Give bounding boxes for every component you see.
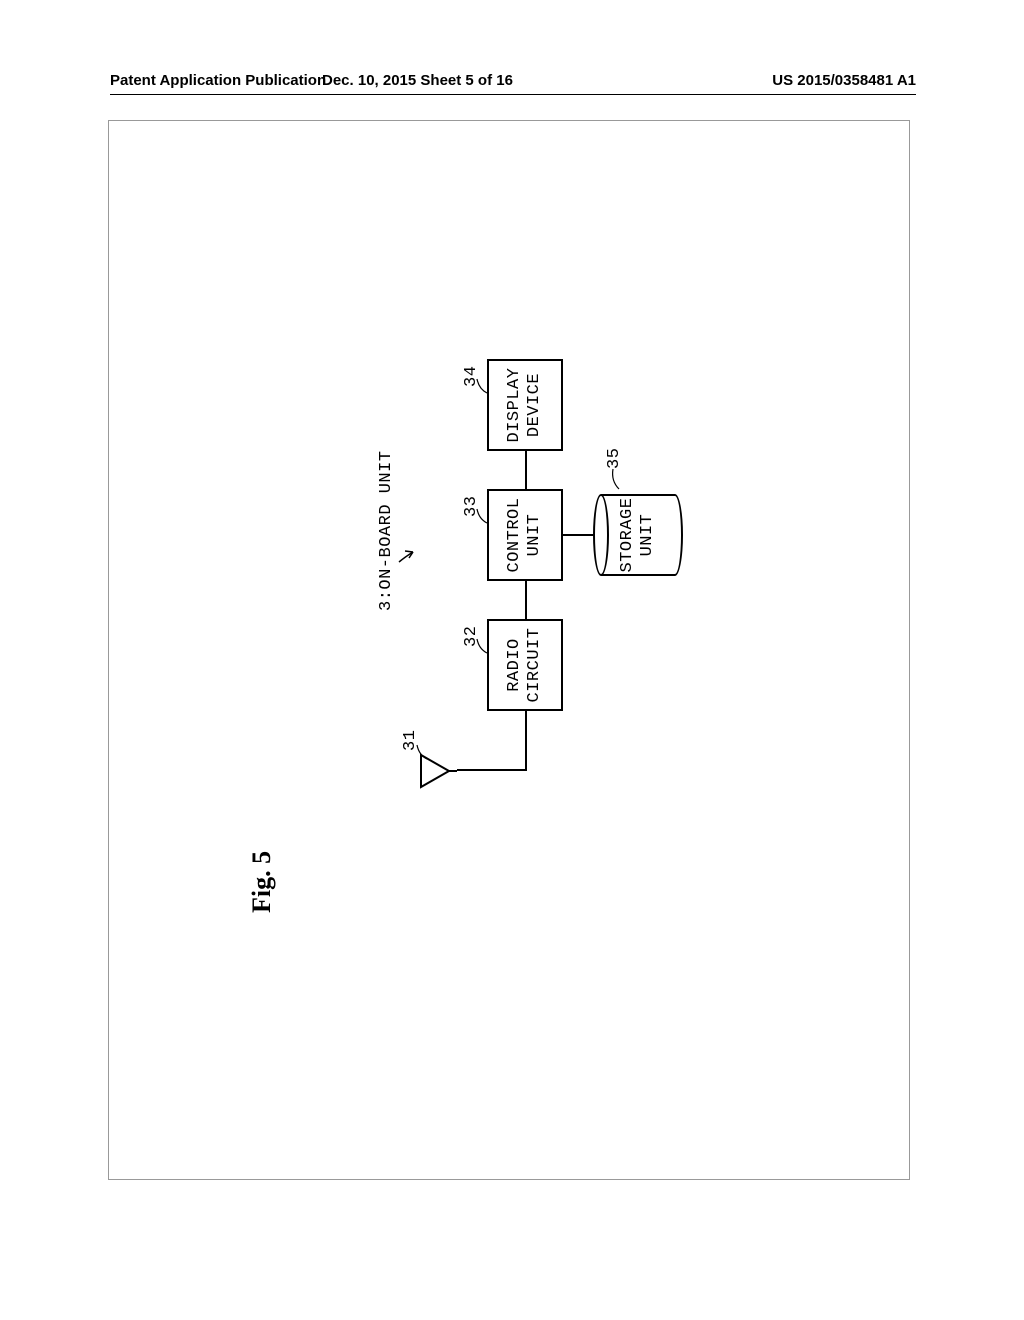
leader-storage — [609, 467, 629, 491]
conn-control-storage — [563, 534, 593, 536]
leader-control — [475, 507, 495, 525]
ref-storage: 35 — [605, 448, 624, 469]
conn-antenna-vert — [457, 769, 527, 771]
conn-antenna-radio — [525, 711, 527, 771]
header-right: US 2015/0358481 A1 — [772, 72, 916, 89]
conn-control-display — [525, 451, 527, 489]
title-arrow-icon — [397, 539, 427, 565]
figure-label: Fig. 5 — [247, 851, 277, 913]
block-storage-label: STORAGE UNIT — [618, 498, 659, 573]
diagram-title: 3:ON-BOARD UNIT — [377, 450, 396, 611]
storage-top-ellipse — [593, 494, 609, 576]
block-display: DISPLAY DEVICE — [487, 359, 563, 451]
page-frame: Fig. 5 3:ON-BOARD UNIT 31 RAD — [108, 120, 910, 1180]
leader-display — [475, 377, 495, 395]
header-rule — [110, 94, 916, 95]
storage-body: STORAGE UNIT — [601, 494, 675, 576]
block-radio: RADIO CIRCUIT — [487, 619, 563, 711]
conn-radio-control — [525, 581, 527, 619]
leader-antenna — [415, 743, 435, 761]
block-radio-label: RADIO CIRCUIT — [505, 628, 546, 703]
block-diagram: 3:ON-BOARD UNIT 31 RADIO CIRCUIT 32 — [417, 341, 737, 761]
block-display-label: DISPLAY DEVICE — [505, 368, 546, 443]
header-left: Patent Application Publication — [110, 72, 326, 89]
leader-radio — [475, 637, 495, 655]
header-middle: Dec. 10, 2015 Sheet 5 of 16 — [322, 72, 513, 89]
block-control-label: CONTROL UNIT — [505, 498, 546, 573]
block-storage: STORAGE UNIT — [593, 494, 683, 576]
block-control: CONTROL UNIT — [487, 489, 563, 581]
